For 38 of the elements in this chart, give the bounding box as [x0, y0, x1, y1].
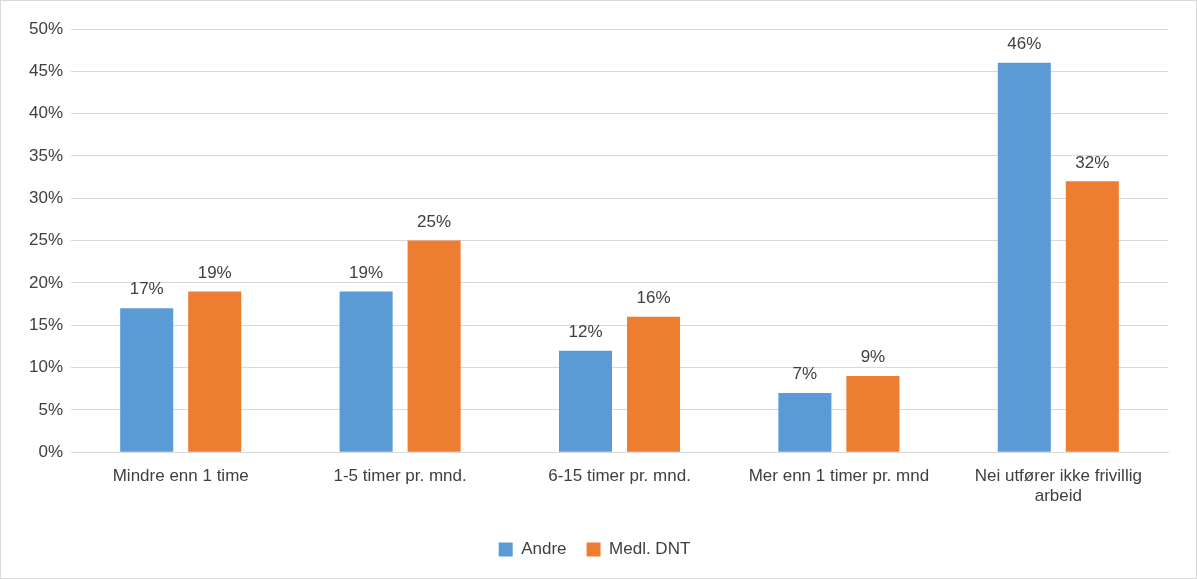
y-tick-label: 0% — [38, 441, 64, 461]
bar — [778, 392, 832, 452]
data-label: 12% — [568, 321, 603, 341]
x-tick-label: 6-15 timer pr. mnd. — [548, 466, 691, 486]
legend-label: Medl. DNT — [609, 539, 691, 559]
y-tick-label: 5% — [38, 399, 64, 419]
legend-label: Andre — [521, 539, 567, 559]
x-tick-label: Mer enn 1 timer pr. mnd — [748, 466, 930, 486]
x-tick-label: Nei utfører ikke frivillig arbeid — [974, 466, 1142, 506]
bar — [626, 316, 681, 452]
data-label: 25% — [417, 211, 452, 231]
x-tick-label: 1-5 timer pr. mnd. — [333, 466, 467, 486]
x-tick-label: Mindre enn 1 time — [112, 466, 249, 486]
bar — [558, 350, 613, 452]
data-label: 9% — [860, 347, 886, 367]
data-label: 46% — [1007, 34, 1042, 54]
y-tick-label: 20% — [28, 272, 64, 292]
y-tick-label: 15% — [28, 314, 64, 334]
data-label: 7% — [792, 364, 818, 384]
data-label: 16% — [636, 287, 671, 307]
bar — [339, 291, 393, 452]
bar — [120, 308, 174, 452]
data-label: 19% — [349, 262, 384, 282]
data-label: 32% — [1075, 152, 1110, 172]
y-tick-label: 10% — [28, 357, 64, 377]
bar — [188, 291, 242, 452]
y-tick-label: 25% — [28, 230, 64, 250]
bar — [997, 62, 1051, 452]
bar — [407, 240, 461, 452]
y-tick-label: 40% — [28, 103, 64, 123]
bar — [1065, 181, 1119, 452]
data-label: 19% — [197, 262, 232, 282]
data-label: 17% — [129, 279, 164, 299]
y-tick-label: 45% — [28, 61, 64, 81]
y-tick-label: 50% — [28, 18, 64, 38]
y-tick-label: 35% — [28, 145, 64, 165]
bar — [846, 376, 900, 452]
y-tick-label: 30% — [28, 187, 64, 207]
